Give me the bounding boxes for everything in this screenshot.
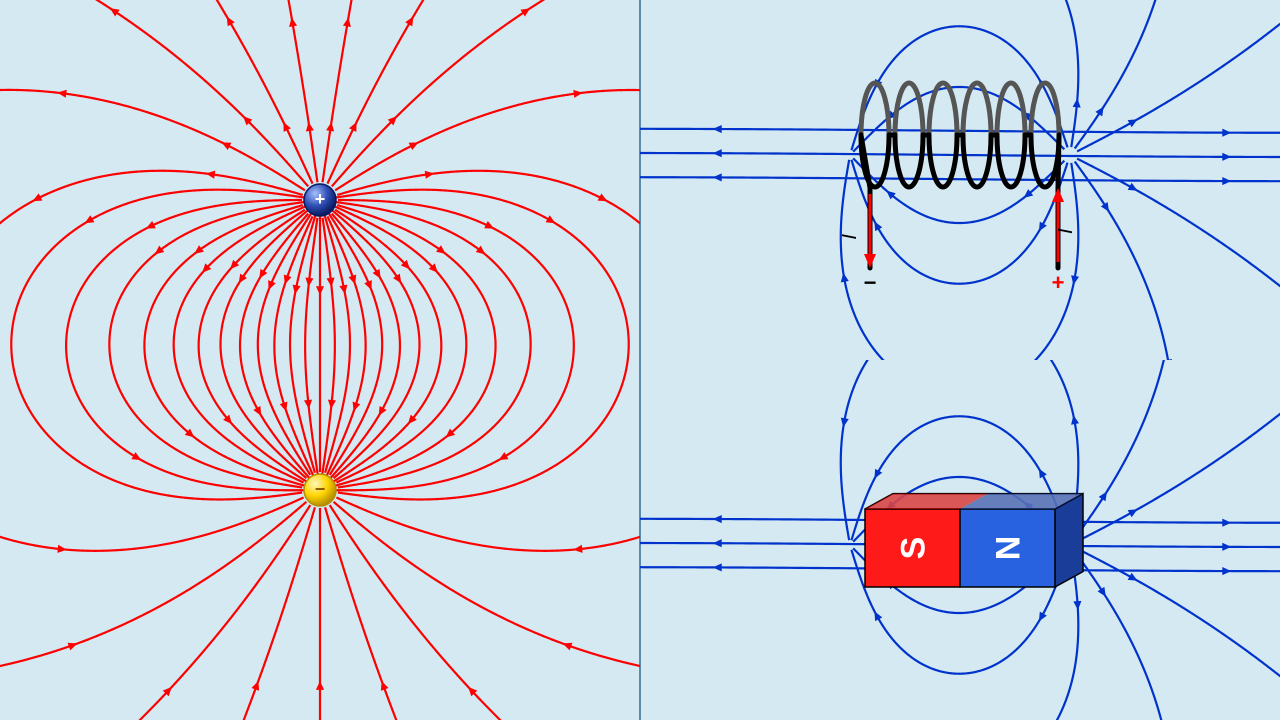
positive-charge-label: + (315, 189, 326, 209)
electric-dipole-panel: +− (0, 0, 640, 720)
terminal-plus: + (1052, 270, 1065, 295)
bar-magnet-body: SN (865, 494, 1083, 587)
bar-magnet-panel: SN (640, 360, 1280, 720)
figure-root: +−I−I+SN (0, 0, 1280, 720)
negative-charge-label: − (315, 479, 326, 499)
current-label-left: I (839, 234, 861, 240)
current-label-right: I (1055, 228, 1077, 234)
terminal-minus: − (864, 270, 877, 295)
dipole-field-lines (0, 0, 640, 720)
solenoid-field-lines (640, 0, 1280, 360)
solenoid-terminals: I − I + (839, 188, 1077, 295)
magnet-label-n: N (989, 536, 1027, 561)
magnet-label-s: S (894, 537, 932, 560)
solenoid-panel: I − I + (640, 0, 1280, 360)
